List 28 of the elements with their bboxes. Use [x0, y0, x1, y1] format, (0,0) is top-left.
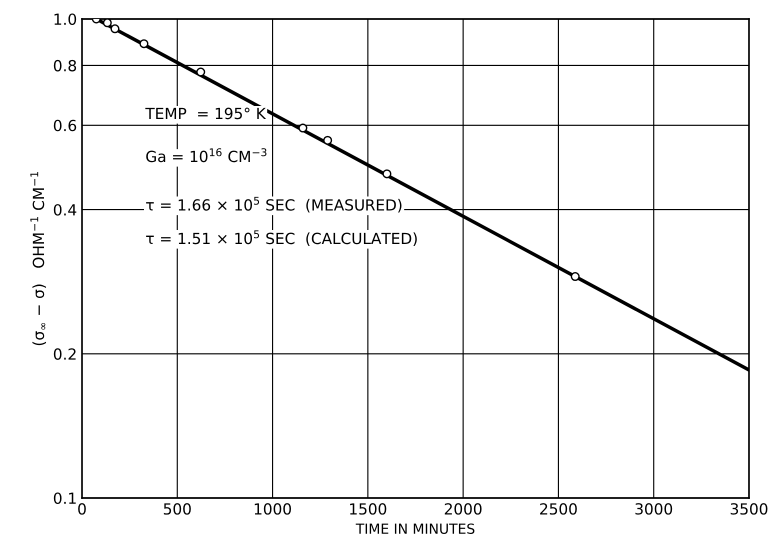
y-tick-label: 0.6 — [54, 120, 76, 132]
x-tick-label: 500 — [164, 503, 191, 515]
x-tick-label: 2500 — [540, 503, 577, 515]
point — [382, 169, 392, 178]
point — [102, 19, 112, 28]
point — [570, 272, 580, 282]
y-tick-label: 0.4 — [54, 204, 76, 216]
annotation: Ga = 10$^{16}$ CM$^{−3}$ — [146, 148, 266, 162]
y-tick-label: 0.1 — [54, 492, 76, 504]
point — [298, 124, 308, 133]
annotation: τ = 1.66 × 10$^{5}$ SEC (MEASURED) — [146, 196, 402, 212]
x-tick-label: 3500 — [730, 503, 768, 515]
point — [196, 68, 206, 77]
point — [323, 136, 332, 145]
point — [139, 39, 148, 48]
x-tick-label: 3000 — [635, 503, 672, 515]
y-tick-label: 0.8 — [54, 60, 76, 72]
point — [110, 24, 120, 34]
x-tick-label: 0 — [78, 503, 86, 515]
y-tick-label: 1.0 — [54, 13, 76, 26]
y-tick-label: 0.2 — [54, 348, 76, 360]
annotation: TEMP = 195° K — [145, 108, 266, 120]
y-axis-title: (σ$_{∞}$ − σ) OHM$^{−1}$ CM$^{−1}$ — [30, 172, 46, 346]
annotation: τ = 1.51 × 10$^{5}$ SEC (CALCULATED) — [146, 230, 417, 246]
x-tick-label: 1500 — [350, 503, 386, 515]
x-axis-title: TIME IN MINUTES — [356, 523, 474, 534]
x-tick-label: 1000 — [254, 503, 291, 515]
x-tick-label: 2000 — [444, 503, 482, 515]
